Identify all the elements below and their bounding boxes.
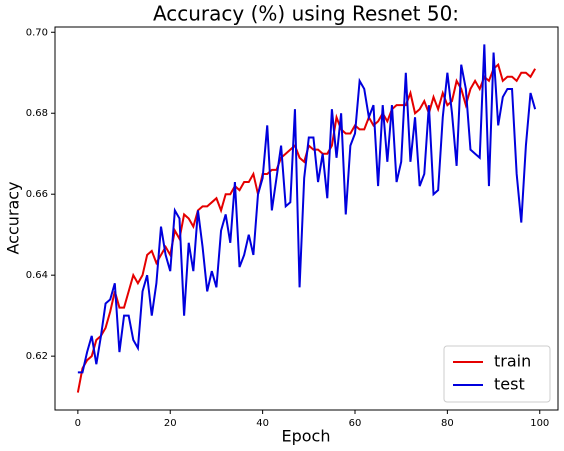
y-axis-label: Accuracy [4,181,23,254]
y-tick-label: 0.66 [26,189,48,200]
legend-label: test [494,375,525,394]
y-tick-label: 0.70 [26,27,48,38]
x-tick-label: 40 [256,418,269,429]
x-axis-label: Epoch [282,427,331,446]
x-tick-label: 0 [75,418,81,429]
x-tick-label: 20 [164,418,177,429]
x-tick-label: 80 [441,418,454,429]
y-tick-label: 0.62 [26,351,48,362]
series-line [77,44,537,374]
x-tick-label: 60 [349,418,362,429]
legend-box [443,345,551,403]
y-tick-label: 0.68 [26,108,48,119]
chart-title: Accuracy (%) using Resnet 50: [153,2,459,26]
series-line [76,62,537,393]
x-tick-label: 100 [530,418,549,429]
legend-label: train [494,352,531,371]
y-tick-label: 0.64 [26,270,48,281]
plot-frame [54,26,559,411]
